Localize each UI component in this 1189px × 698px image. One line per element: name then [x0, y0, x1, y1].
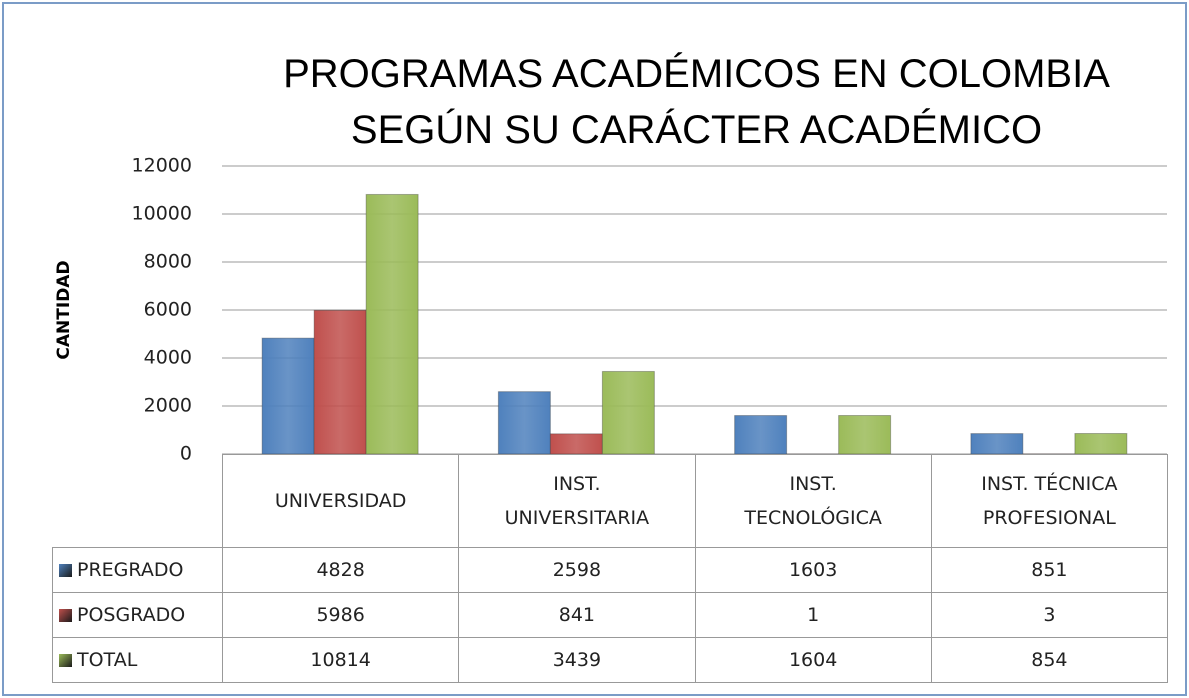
legend-swatch [59, 563, 72, 577]
y-tick-label: 2000 [144, 395, 192, 417]
table-value: 851 [930, 547, 1168, 593]
table-value: 3 [930, 592, 1168, 638]
y-tick-label: 0 [180, 443, 192, 465]
table-value: 1603 [694, 547, 932, 593]
table-value: 1604 [694, 637, 932, 683]
x-tick-label: INST. TÉCNICA PROFESIONAL [930, 454, 1168, 548]
legend-label: PREGRADO [77, 559, 184, 581]
legend-item: PREGRADO [52, 547, 223, 593]
table-value: 1 [694, 592, 932, 638]
chart-title: PROGRAMAS ACADÉMICOS EN COLOMBIA SEGÚN S… [283, 52, 1110, 152]
legend-swatch [59, 608, 72, 622]
bar [1074, 433, 1128, 455]
legend-swatch [59, 653, 72, 667]
table-value: 4828 [222, 547, 460, 593]
legend-label: TOTAL [77, 649, 138, 671]
bar [838, 415, 892, 455]
table-value: 3439 [458, 637, 696, 683]
table-value: 10814 [222, 637, 460, 683]
bar [313, 309, 367, 455]
y-tick-label: 8000 [144, 251, 192, 273]
table-value: 5986 [222, 592, 460, 638]
table-value: 2598 [458, 547, 696, 593]
x-tick-label: INST. UNIVERSITARIA [458, 454, 696, 548]
bar [734, 415, 788, 455]
bar [970, 433, 1024, 455]
bar [601, 370, 655, 455]
y-tick-label: 4000 [144, 347, 192, 369]
x-tick-label: UNIVERSIDAD [222, 454, 460, 548]
y-tick-label: 10000 [132, 203, 192, 225]
bar [261, 337, 315, 455]
legend-label: POSGRADO [77, 604, 186, 626]
plot: 0 2000 4000 6000 8000 10000 12000 [132, 155, 1167, 465]
table-value: 841 [458, 592, 696, 638]
y-tick-label: 12000 [132, 155, 192, 177]
y-tick-label: 6000 [144, 299, 192, 321]
bar [549, 433, 603, 455]
x-tick-label: INST. TECNOLÓGICA [694, 454, 932, 548]
table-value: 854 [930, 637, 1168, 683]
legend-item: TOTAL [52, 637, 223, 683]
y-axis-label: CANTIDAD [54, 260, 74, 360]
bar [497, 391, 551, 455]
legend-item: POSGRADO [52, 592, 223, 638]
bar [365, 193, 419, 455]
